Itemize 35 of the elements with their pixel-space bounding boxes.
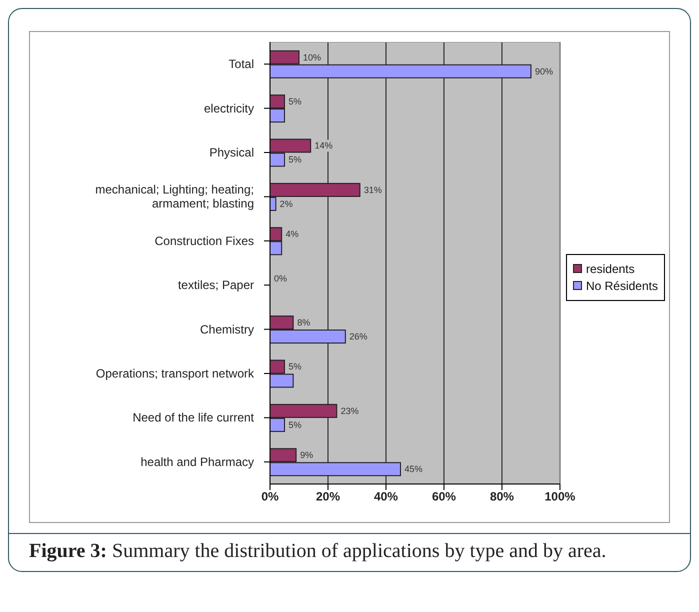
- data-label: 5%: [288, 362, 302, 372]
- data-label: 26%: [349, 332, 368, 342]
- data-label: 8%: [297, 318, 310, 328]
- data-label: 31%: [364, 184, 382, 195]
- legend-label: residents: [586, 262, 635, 276]
- data-label: 4%: [286, 229, 299, 240]
- x-tick-label: 40%: [374, 490, 398, 504]
- data-label: 5%: [288, 154, 302, 165]
- y-tick-label: electricity: [204, 101, 254, 116]
- data-label: 2%: [280, 198, 293, 209]
- x-tick-label: 60%: [432, 490, 456, 504]
- x-tick-label: 20%: [316, 490, 340, 504]
- y-tick-label: mechanical; Lighting; heating; armament; blasting: [95, 182, 254, 211]
- x-tick-label: 0%: [261, 490, 279, 504]
- y-tick-label: health and Pharmacy: [140, 454, 254, 469]
- data-label: 14%: [314, 140, 333, 151]
- y-tick-label: Physical: [209, 146, 254, 160]
- data-label: 90%: [534, 66, 553, 76]
- data-label: 5%: [288, 420, 302, 430]
- legend-label: No Résidents: [586, 278, 658, 292]
- data-label: 0%: [274, 273, 288, 284]
- x-tick-label: 100%: [544, 490, 576, 504]
- y-tick-label: Chemistry: [200, 322, 254, 336]
- data-label: 5%: [288, 96, 302, 107]
- data-label: 45%: [404, 464, 422, 474]
- y-tick-label: textiles; Paper: [178, 278, 254, 292]
- y-tick-label: Need of the life current: [132, 410, 255, 425]
- caption: Figure 3: Summary the distribution of applications by type and by area.: [28, 540, 608, 563]
- y-tick-label: Total: [228, 57, 254, 72]
- data-label: 9%: [300, 450, 314, 460]
- y-tick-label: Operations; transport network: [96, 366, 255, 380]
- data-label: 10%: [302, 52, 322, 62]
- y-tick-label: Construction Fixes: [154, 234, 254, 248]
- data-label: 23%: [340, 406, 359, 416]
- x-tick-label: 80%: [490, 490, 514, 504]
